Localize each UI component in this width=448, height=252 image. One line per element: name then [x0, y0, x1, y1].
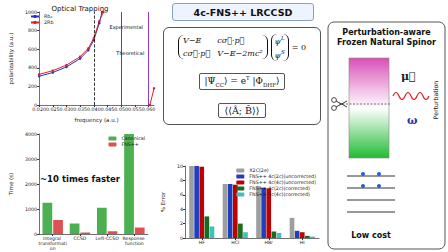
- svg-text:Canonical: Canonical: [121, 136, 145, 141]
- svg-text:% Error: % Error: [160, 191, 166, 212]
- svg-text:0.035: 0.035: [73, 107, 87, 112]
- svg-text:Perturbation-aware: Perturbation-aware: [342, 28, 431, 37]
- html-text:cσ⃗·p⃗: cσ⃗·p⃗: [217, 36, 245, 46]
- html-text:V−E−2mc²: V−E−2mc²: [217, 49, 263, 59]
- svg-text:HBr: HBr: [265, 240, 274, 245]
- svg-text:0.020: 0.020: [32, 107, 46, 112]
- svg-text:0.040: 0.040: [87, 107, 101, 112]
- svg-text:Theoretical: Theoretical: [115, 50, 144, 56]
- svg-text:Rb₂: Rb₂: [44, 14, 52, 19]
- svg-text:2: 2: [180, 221, 183, 226]
- svg-text:0.045: 0.045: [101, 107, 115, 112]
- svg-text:frequency (a.u.): frequency (a.u.): [75, 117, 119, 124]
- svg-text:FNS++: FNS++: [121, 142, 138, 147]
- svg-text:0.030: 0.030: [60, 107, 74, 112]
- svg-text:Left-CCSD: Left-CCSD: [96, 236, 120, 241]
- svg-text:CCSD: CCSD: [74, 236, 87, 241]
- svg-text:HCl: HCl: [231, 240, 239, 245]
- svg-text:Response: Response: [122, 236, 147, 241]
- svg-text:Frozen Natural Spinor: Frozen Natural Spinor: [337, 38, 436, 47]
- svg-text:FNS++ 4c(4c)(uncorrected): FNS++ 4c(4c)(uncorrected): [249, 180, 316, 185]
- svg-text:X2C(2e): X2C(2e): [249, 168, 269, 173]
- svg-text:HI: HI: [300, 240, 305, 245]
- svg-text:Low cost: Low cost: [351, 231, 391, 240]
- svg-text:function: function: [125, 241, 144, 246]
- svg-text:400: 400: [28, 65, 37, 70]
- svg-text:polarizability (a.u.): polarizability (a.u.): [8, 33, 15, 85]
- svg-text:~10 times faster: ~10 times faster: [40, 174, 121, 184]
- svg-text:Time (s): Time (s): [8, 173, 14, 196]
- html-text:= 0: = 0: [291, 43, 306, 52]
- html-text:cσ⃗·p⃗: cσ⃗·p⃗: [183, 49, 211, 59]
- svg-text:2Rb: 2Rb: [44, 20, 53, 25]
- svg-text:1000: 1000: [25, 207, 37, 212]
- html-text:V−E: V−E: [183, 36, 202, 46]
- svg-text:10: 10: [177, 164, 183, 169]
- svg-text:0.055: 0.055: [128, 107, 142, 112]
- svg-text:0: 0: [180, 236, 183, 241]
- svg-text:4: 4: [180, 207, 183, 212]
- svg-text:Optical Trapping: Optical Trapping: [51, 5, 108, 13]
- html-text:ψS: ψS: [274, 49, 285, 60]
- svg-text:Integral: Integral: [43, 236, 63, 241]
- svg-text:0.050: 0.050: [114, 107, 128, 112]
- svg-text:6: 6: [180, 192, 183, 197]
- svg-text:0.025: 0.025: [46, 107, 60, 112]
- svg-text:4000: 4000: [25, 132, 37, 137]
- svg-text:FNS++ 4c(2c)(uncorrected): FNS++ 4c(2c)(uncorrected): [249, 174, 316, 179]
- svg-text:FNS++ 4c(2c)(corrected): FNS++ 4c(2c)(corrected): [249, 186, 310, 191]
- svg-text:1000: 1000: [25, 10, 37, 15]
- svg-text:200: 200: [28, 84, 37, 89]
- svg-text:600: 600: [28, 47, 37, 52]
- html-text:4c-FNS++ LRCCSD: 4c-FNS++ LRCCSD: [193, 6, 293, 18]
- svg-text:transformati: transformati: [38, 241, 67, 246]
- svg-text:2000: 2000: [25, 182, 37, 187]
- svg-text:FNS++ 4c(4c)(corrected): FNS++ 4c(4c)(corrected): [249, 192, 310, 197]
- svg-text:0: 0: [34, 232, 37, 237]
- svg-text:on: on: [50, 246, 56, 251]
- svg-text:Experimental: Experimental: [109, 24, 142, 31]
- html-text:⟨⟨Â; B̂⟩⟩: ⟨⟨Â; B̂⟩⟩: [224, 104, 260, 116]
- svg-text:0.060: 0.060: [142, 107, 156, 112]
- svg-text:3000: 3000: [25, 157, 37, 162]
- svg-text:8: 8: [180, 178, 183, 183]
- svg-text:Perturbation: Perturbation: [432, 81, 439, 119]
- svg-text:HF: HF: [199, 240, 205, 245]
- html-text:|ΨCC⟩ = eT|ΦDHF⟩: |ΨCC⟩ = eT|ΦDHF⟩: [204, 75, 280, 88]
- svg-text:800: 800: [28, 28, 37, 33]
- svg-text:0: 0: [34, 102, 38, 108]
- svg-text:μ⃗: μ⃗: [401, 70, 416, 83]
- html-text:ψL: ψL: [274, 35, 285, 46]
- svg-text:ω: ω: [407, 114, 418, 127]
